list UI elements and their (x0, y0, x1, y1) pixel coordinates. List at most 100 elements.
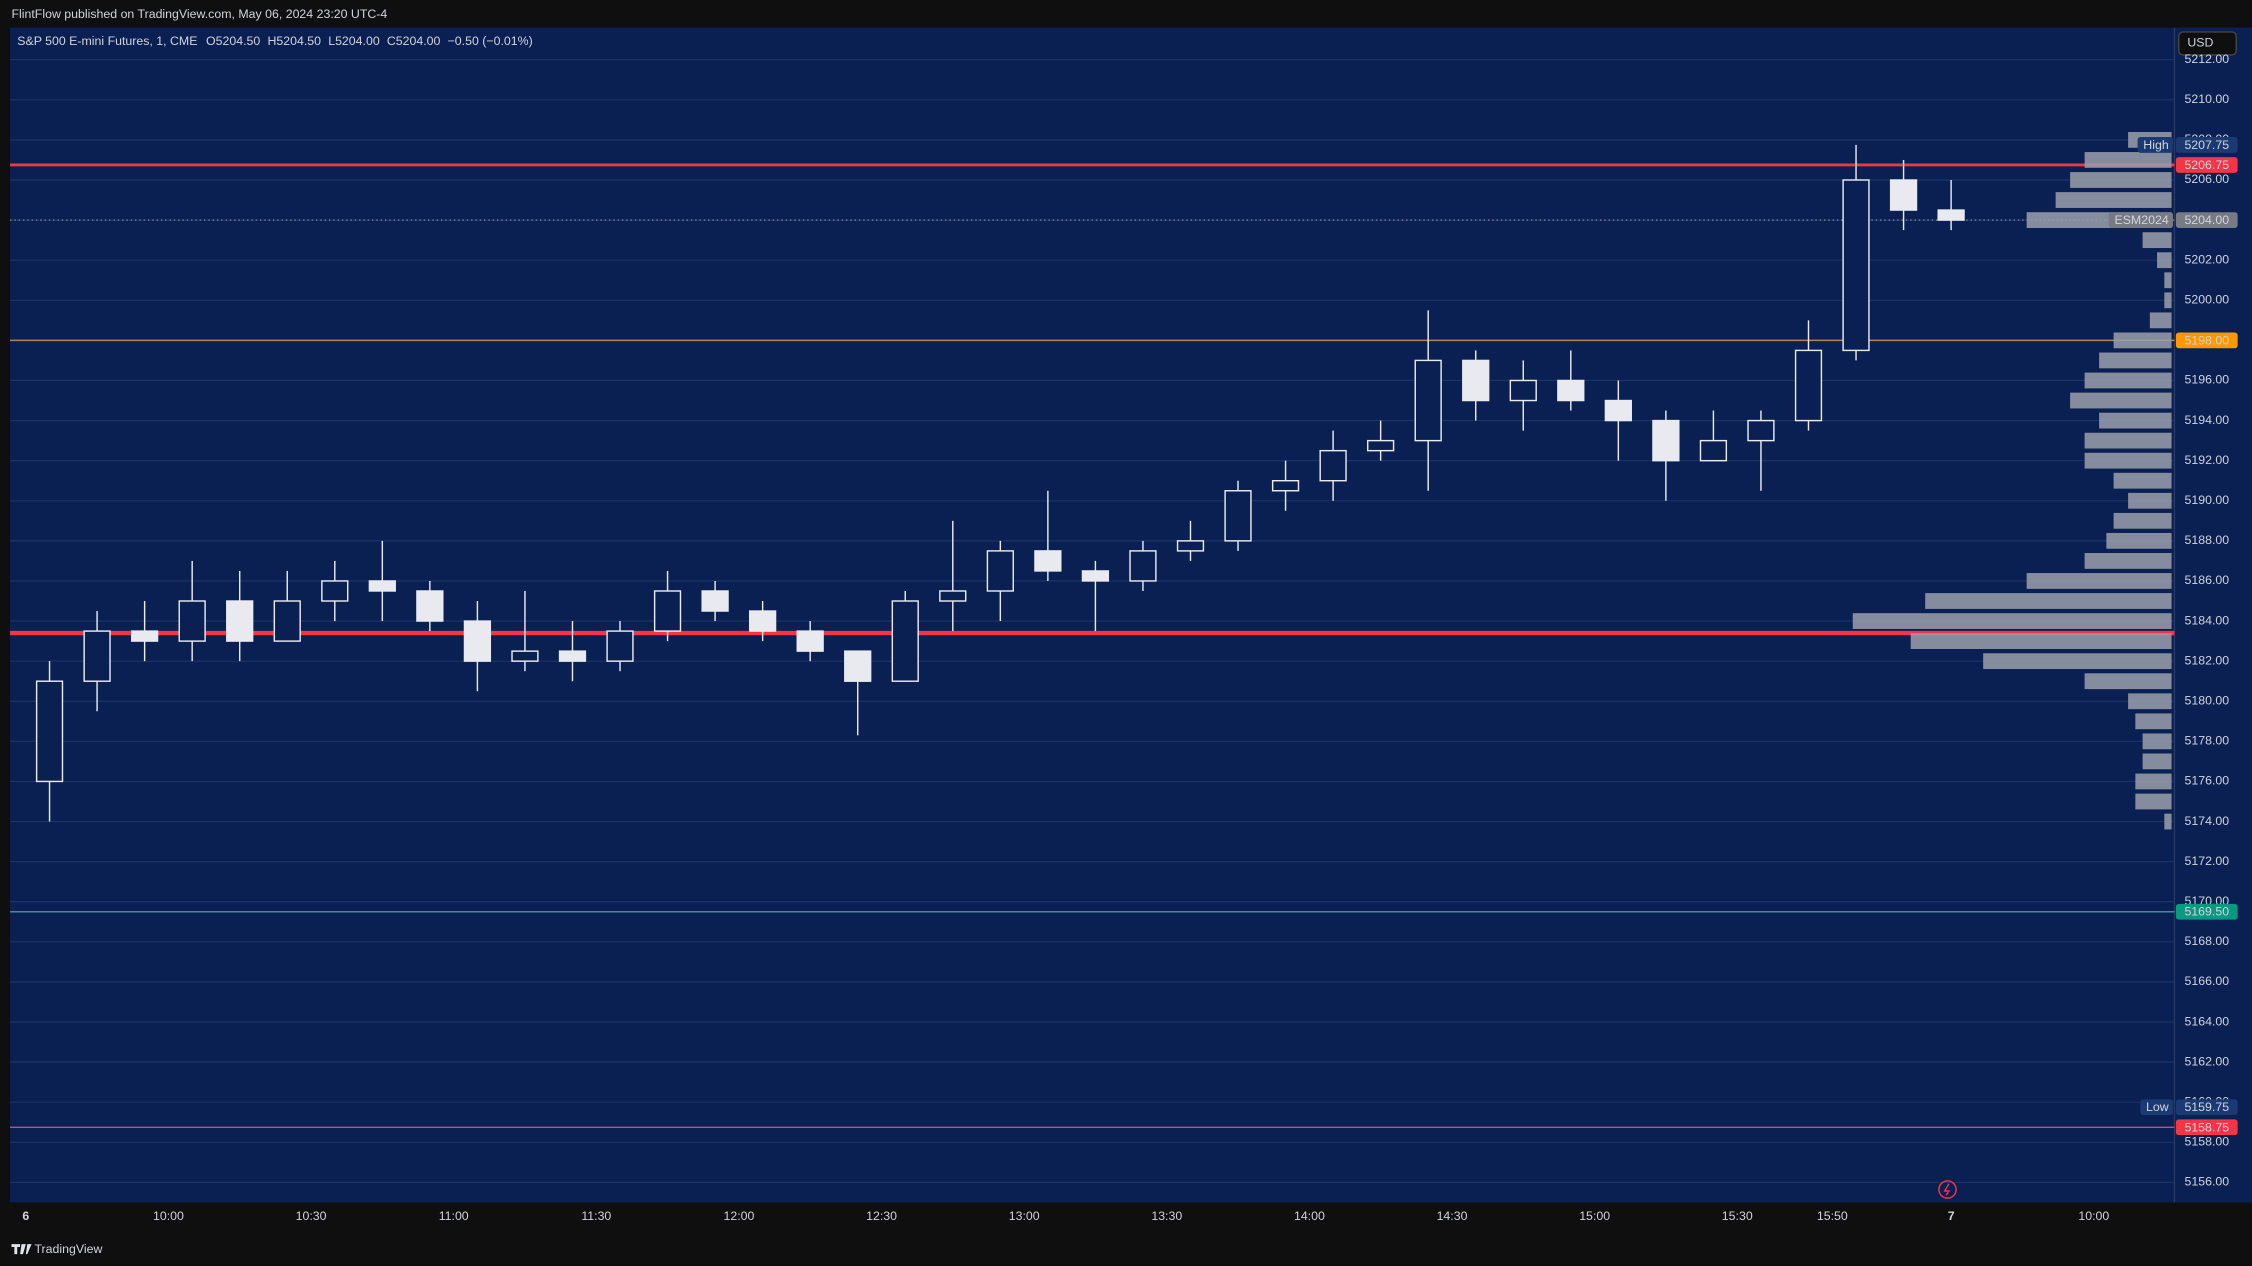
profile-bar (1852, 613, 2172, 629)
currency: USD (2187, 36, 2213, 50)
profile-bar (2164, 813, 2172, 830)
profile-bar (2084, 452, 2172, 469)
y-tick-label: 5186.00 (2184, 573, 2229, 587)
candle-body (986, 550, 1014, 592)
y-tick-label: 5176.00 (2184, 774, 2229, 788)
candle-body (1176, 540, 1205, 552)
x-tick-label: 14:00 (1294, 1209, 1325, 1223)
profile-bar (2142, 753, 2172, 770)
legend-key: H (267, 34, 276, 48)
price-label: 5206.75 (2184, 158, 2229, 172)
x-tick-label: 10:30 (296, 1209, 327, 1223)
profile-bar (1910, 633, 2172, 650)
price-label: 5169.50 (2184, 905, 2229, 919)
legend-value: 5204.50 (276, 34, 321, 48)
candle-body (273, 600, 301, 642)
x-tick-label: 12:30 (866, 1209, 897, 1223)
candle-body (1319, 449, 1347, 482)
x-tick-label: 13:30 (1151, 1209, 1182, 1223)
legend-value: 5204.00 (335, 34, 380, 48)
x-tick-label: 15:30 (1722, 1209, 1753, 1223)
x-tick-label: 6 (22, 1209, 29, 1223)
alert-icon-bolt (1943, 1183, 1951, 1196)
profile-bar (2128, 693, 2172, 710)
price-label-box (2175, 903, 2238, 920)
candle-body (1366, 439, 1395, 452)
candle-body (368, 580, 396, 592)
logo (11, 1244, 32, 1255)
price-tag-box (2108, 212, 2174, 228)
candle-body (416, 590, 444, 622)
profile-bar (2084, 372, 2172, 389)
y-tick-label: 5192.00 (2184, 453, 2229, 467)
x-tick-label: 11:30 (581, 1209, 611, 1223)
profile-bar (2142, 232, 2172, 249)
candle-body (701, 590, 729, 612)
legend-value: 5204.00 (396, 34, 441, 48)
profile-bar (2135, 773, 2172, 790)
x-tick-label: 11:00 (439, 1209, 469, 1223)
candle-body (83, 630, 111, 682)
y-tick-label: 5174.00 (2184, 814, 2229, 828)
x-tick-label: 15:50 (1817, 1209, 1848, 1223)
profile-bar (2142, 733, 2172, 750)
currency-button[interactable] (2178, 31, 2237, 56)
y-tick-label: 5212.00 (2184, 52, 2229, 66)
price-tag-box (2140, 1099, 2174, 1116)
profile-bar (2070, 172, 2172, 188)
y-tick-label: 5158.00 (2184, 1135, 2229, 1149)
candle-body (1747, 419, 1775, 442)
candle-body (1224, 490, 1252, 542)
y-tick-label: 5172.00 (2184, 854, 2229, 868)
legend-value: 5204.50 (216, 34, 261, 48)
price-label: 5207.75 (2184, 138, 2229, 152)
profile-bar (1925, 593, 2172, 609)
legend-key: O (206, 34, 216, 48)
candle-body (606, 630, 634, 662)
candle-body (1462, 359, 1490, 402)
y-tick-label: 5188.00 (2184, 533, 2229, 547)
candle-body (558, 650, 587, 662)
volume-profile (1852, 132, 2172, 830)
candle-body (891, 600, 919, 682)
profile-bar (2099, 352, 2172, 369)
candle-body (178, 600, 206, 642)
legend-change: −0.50 (−0.01%) (448, 34, 533, 48)
header-text: FlintFlow published on TradingView.com, … (11, 7, 387, 21)
profile-bar (2026, 573, 2172, 589)
price-label: 5204.00 (2184, 213, 2229, 227)
x-tick-label: 12:00 (723, 1209, 754, 1223)
alert-icon[interactable] (1938, 1180, 1957, 1199)
x-tick-label: 7 (1948, 1209, 1955, 1223)
candle-body (1081, 570, 1110, 582)
candle-body (1129, 550, 1157, 582)
profile-bar (2113, 512, 2172, 529)
profile-bar (2128, 492, 2172, 509)
grid: 5156.005158.005160.005162.005164.005166.… (10, 52, 2229, 1189)
legend-title: S&P 500 E-mini Futures, 1, CME (17, 34, 197, 48)
y-tick-label: 5178.00 (2184, 734, 2229, 748)
candle-body (1604, 399, 1632, 422)
levels (10, 163, 2175, 1128)
candle-body (1652, 419, 1680, 462)
y-tick-label: 5202.00 (2184, 252, 2229, 266)
candle-body (1557, 379, 1585, 402)
y-tick-label: 5190.00 (2184, 493, 2229, 507)
x-tick-label: 14:30 (1437, 1209, 1468, 1223)
price-label-box (2175, 157, 2238, 173)
y-tick-label: 5168.00 (2184, 934, 2229, 948)
price-tag: High (2143, 138, 2169, 152)
candle-body (463, 620, 492, 662)
profile-bar (2106, 532, 2172, 549)
candle-body (1889, 179, 1918, 211)
price-tag: Low (2146, 1100, 2169, 1114)
price-label: 5158.75 (2184, 1120, 2229, 1134)
y-tick-label: 5196.00 (2184, 373, 2229, 387)
candle-body (321, 580, 349, 602)
price-tag: ESM2024 (2114, 213, 2168, 227)
price-tag-box (2137, 137, 2174, 153)
profile-bar (2084, 432, 2172, 449)
